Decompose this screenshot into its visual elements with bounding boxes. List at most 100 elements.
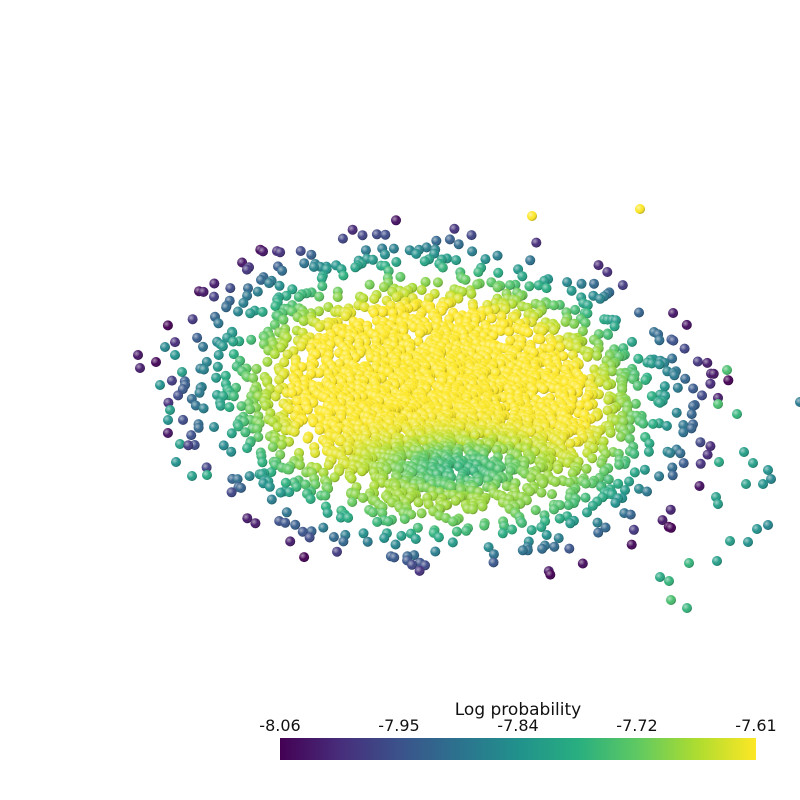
data-point-shading [686,409,697,420]
data-point-shading [667,353,678,364]
data-point-shading [314,322,325,332]
data-point-shading [449,223,460,234]
data-point-shading [795,397,800,407]
data-point-shading [314,291,325,302]
data-point-shading [705,441,716,452]
data-point-shading [437,262,448,273]
data-point-shading [332,292,343,302]
data-point-shading [460,274,471,285]
data-point-shading [431,235,442,246]
data-point-shading [472,279,483,290]
data-point-shading [308,261,319,272]
data-point-shading [228,349,239,360]
data-point-shading [198,341,208,352]
data-point-shading [314,306,324,317]
data-point-shading [228,391,239,402]
data-point-shading [627,336,637,347]
data-point-shading [281,290,292,301]
data-point-shading [162,428,173,438]
data-point-shading [217,341,228,352]
data-point-shading [323,321,334,332]
data-point-shading [269,319,280,330]
data-point-shading [135,363,145,373]
data-point-shading [411,248,422,259]
data-point-shading [282,349,293,360]
data-point-shading [537,325,548,336]
data-point-shading [238,297,249,308]
data-point-shading [570,304,581,315]
data-point-shading [395,271,406,282]
data-point-shading [654,397,665,408]
data-point-shading [246,334,257,345]
data-point-shading [258,246,268,257]
data-point-shading [538,384,549,395]
data-point-shading [228,336,239,347]
data-point-shading [212,361,223,372]
data-point-shading [421,242,432,253]
data-point-shading [688,383,699,394]
data-point-shading [654,335,665,346]
data-point-shading [270,391,281,402]
data-point-shading [133,350,143,360]
data-point-shading [391,215,401,226]
data-point-shading [713,399,723,409]
data-point-shading [277,265,288,276]
data-point-shading [634,307,644,318]
data-point-shading [432,277,443,288]
data-point-shading [678,427,689,438]
data-point-shading [671,407,682,418]
data-point-shading [314,424,325,435]
data-point-shading [648,418,658,429]
data-point-shading [609,321,620,332]
data-point-shading [177,367,187,377]
data-point-shading [360,245,371,256]
data-point-shading [668,308,679,318]
data-point-shading [566,285,577,296]
data-point-shading [358,293,369,304]
data-point-shading [589,278,599,289]
data-point-shading [697,390,707,401]
data-point-shading [350,262,361,273]
data-point-shading [558,351,569,362]
data-point-shading [226,428,237,439]
data-point-shading [525,255,536,266]
data-point-shading [224,402,235,413]
data-point-shading [269,349,280,360]
data-point-shading [213,318,224,329]
data-point-shading [466,230,477,241]
data-point-shading [209,291,219,302]
data-point-shading [267,442,278,452]
data-point-shading [582,308,593,319]
data-point-shading [605,427,616,438]
data-point-shading [533,280,544,291]
data-point-shading [240,427,251,438]
data-point-shading [170,337,180,348]
data-point-shading [252,286,263,297]
data-point-shading [165,405,175,415]
data-point-shading [531,237,542,248]
data-point-shading [577,326,588,337]
data-point-shading [371,229,382,240]
data-point-shading [173,390,184,401]
data-point-shading [391,257,402,267]
data-point-shading [337,233,348,244]
data-point-shading [380,229,391,240]
data-point-shading [287,284,298,295]
data-point-shading [548,300,559,311]
data-point-shading [241,264,252,275]
data-point-shading [732,409,742,419]
data-point-shading [316,273,327,284]
data-point-shading [507,298,518,309]
data-point-shading [505,335,516,346]
data-point-shading [198,286,209,297]
data-point-shading [209,422,219,432]
point-cloud [133,204,800,613]
data-point-shading [593,260,604,271]
data-point-shading [583,400,594,411]
data-point-shading [380,249,390,260]
data-point-shading [340,311,351,322]
data-point-shading [338,270,349,281]
data-point-shading [602,267,613,277]
data-point-shading [166,375,177,386]
